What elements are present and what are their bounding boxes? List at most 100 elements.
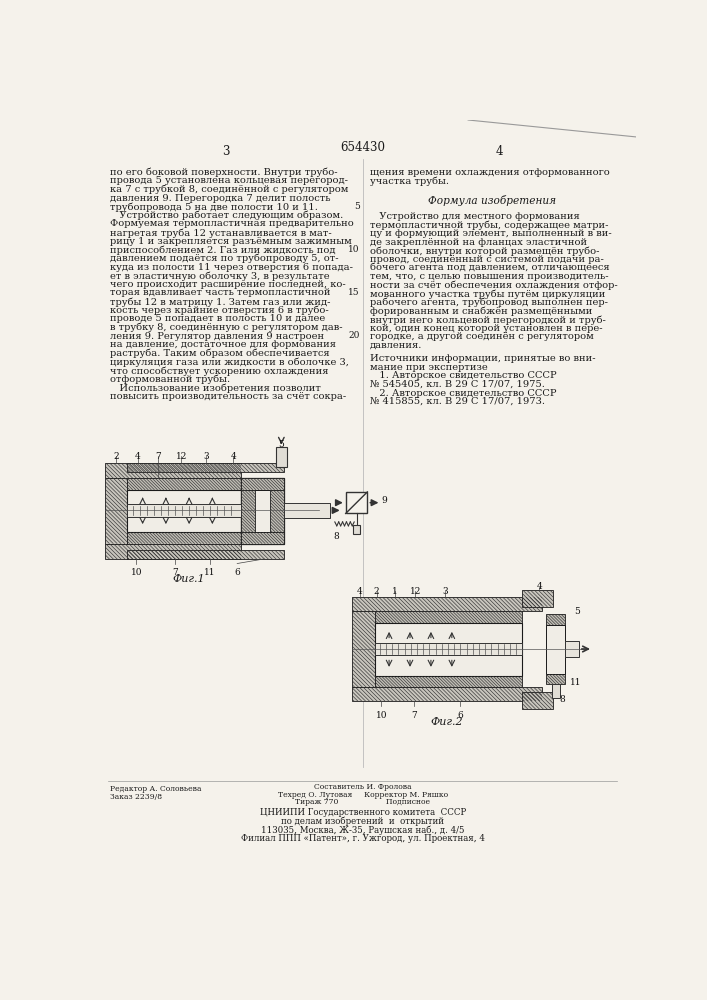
Bar xyxy=(127,550,284,559)
Bar xyxy=(522,692,554,709)
Bar xyxy=(127,478,241,490)
Bar xyxy=(346,492,368,513)
Text: на давление, достаточное для формования: на давление, достаточное для формования xyxy=(110,340,336,349)
Text: 8: 8 xyxy=(559,695,565,704)
Text: 10: 10 xyxy=(375,711,387,720)
Text: 4: 4 xyxy=(357,587,363,596)
Bar xyxy=(127,490,241,532)
Text: 11: 11 xyxy=(570,678,582,687)
Bar xyxy=(552,684,559,698)
Text: 5: 5 xyxy=(354,202,360,211)
Text: 6: 6 xyxy=(234,568,240,577)
Text: торая вдавливает часть термопластичной: торая вдавливает часть термопластичной xyxy=(110,288,331,297)
Text: повысить производительность за счёт сокра-: повысить производительность за счёт сокр… xyxy=(110,392,346,401)
Bar xyxy=(546,674,565,684)
Text: Заказ 2239/8: Заказ 2239/8 xyxy=(110,793,162,801)
Bar xyxy=(276,447,287,466)
Text: провод, соединённый с системой подачи ра-: провод, соединённый с системой подачи ра… xyxy=(370,255,604,264)
Text: мованного участка трубы путём циркуляции: мованного участка трубы путём циркуляции xyxy=(370,289,605,299)
Text: 7: 7 xyxy=(411,711,416,720)
Text: что способствует ускорению охлаждения: что способствует ускорению охлаждения xyxy=(110,366,329,376)
Bar xyxy=(522,590,554,607)
Text: трубы 12 в матрицу 1. Затем газ или жид-: трубы 12 в матрицу 1. Затем газ или жид- xyxy=(110,297,331,307)
Text: бочего агента под давлением, отличающееся: бочего агента под давлением, отличающеес… xyxy=(370,263,609,272)
Bar xyxy=(375,643,522,655)
Text: отформованной трубы.: отформованной трубы. xyxy=(110,375,230,384)
Text: ЦНИИПИ Государственного комитета  СССР: ЦНИИПИ Государственного комитета СССР xyxy=(259,808,466,817)
Bar xyxy=(241,478,284,490)
Text: 2. Авторское свидетельство СССР: 2. Авторское свидетельство СССР xyxy=(370,389,556,398)
Text: Устройство работает следующим образом.: Устройство работает следующим образом. xyxy=(110,211,344,220)
Text: 15: 15 xyxy=(348,288,360,297)
Text: куда из полости 11 через отверстия 6 попада-: куда из полости 11 через отверстия 6 поп… xyxy=(110,263,353,272)
Text: приспособлением 2. Газ или жидкость под: приспособлением 2. Газ или жидкость под xyxy=(110,245,336,255)
Text: № 415855, кл. В 29 С 17/07, 1973.: № 415855, кл. В 29 С 17/07, 1973. xyxy=(370,397,544,406)
Text: 10: 10 xyxy=(131,568,142,577)
Text: городке, а другой соединён с регулятором: городке, а другой соединён с регулятором xyxy=(370,332,593,341)
Text: 12: 12 xyxy=(410,587,421,596)
Text: проводе 5 попадает в полость 10 и далее: проводе 5 попадает в полость 10 и далее xyxy=(110,314,325,323)
Text: 9: 9 xyxy=(382,496,387,505)
Text: по его боковой поверхности. Внутри трубо-: по его боковой поверхности. Внутри трубо… xyxy=(110,168,338,177)
Text: Тираж 770                    Подписное: Тираж 770 Подписное xyxy=(296,798,431,806)
Bar xyxy=(375,611,522,623)
Bar xyxy=(241,490,284,532)
Text: 2: 2 xyxy=(113,452,119,461)
Text: Источники информации, принятые во вни-: Источники информации, принятые во вни- xyxy=(370,354,595,363)
Bar xyxy=(546,614,565,625)
Text: тем, что, с целью повышения производитель-: тем, что, с целью повышения производител… xyxy=(370,272,608,281)
Text: рабочего агента, трубопровод выполнен пер-: рабочего агента, трубопровод выполнен пе… xyxy=(370,298,608,307)
Text: 3: 3 xyxy=(442,587,448,596)
Text: Использование изобретения позволит: Использование изобретения позволит xyxy=(110,383,321,393)
Bar xyxy=(375,676,522,687)
Bar xyxy=(270,490,284,532)
Text: давления.: давления. xyxy=(370,341,422,350)
Text: 5: 5 xyxy=(575,607,580,616)
Text: нагретая труба 12 устанавливается в мат-: нагретая труба 12 устанавливается в мат- xyxy=(110,228,332,238)
Text: давления 9. Перегородка 7 делит полость: давления 9. Перегородка 7 делит полость xyxy=(110,194,331,203)
Text: 4: 4 xyxy=(135,452,141,461)
Bar xyxy=(352,597,542,611)
Text: 11: 11 xyxy=(204,568,216,577)
Text: раструба. Таким образом обеспечивается: раструба. Таким образом обеспечивается xyxy=(110,349,329,358)
Polygon shape xyxy=(468,120,636,137)
Text: Техред О. Лутовая     Корректор М. Ряшко: Техред О. Лутовая Корректор М. Ряшко xyxy=(278,791,448,799)
Bar xyxy=(127,532,241,544)
Bar xyxy=(353,525,361,534)
Bar xyxy=(105,463,241,478)
Text: рицу 1 и закрепляется разъёмным зажимным: рицу 1 и закрепляется разъёмным зажимным xyxy=(110,237,352,246)
Text: Редактор А. Соловьева: Редактор А. Соловьева xyxy=(110,785,201,793)
Text: 4: 4 xyxy=(496,145,503,158)
Bar xyxy=(565,641,579,657)
Text: 1. Авторское свидетельство СССР: 1. Авторское свидетельство СССР xyxy=(370,371,556,380)
Text: ности за счёт обеспечения охлаждения отфор-: ности за счёт обеспечения охлаждения отф… xyxy=(370,281,617,290)
Text: кой, один конец которой установлен в пере-: кой, один конец которой установлен в пер… xyxy=(370,324,602,333)
Text: 20: 20 xyxy=(349,331,360,340)
Text: 3: 3 xyxy=(222,145,229,158)
Bar xyxy=(241,478,284,543)
Text: оболочки, внутри которой размещён трубо-: оболочки, внутри которой размещён трубо- xyxy=(370,246,600,256)
Text: кость через крайние отверстия 6 в трубо-: кость через крайние отверстия 6 в трубо- xyxy=(110,306,329,315)
Text: цу и формующий элемент, выполненный в ви-: цу и формующий элемент, выполненный в ви… xyxy=(370,229,612,238)
Bar xyxy=(105,478,127,543)
Text: щения времени охлаждения отформованного: щения времени охлаждения отформованного xyxy=(370,168,609,177)
Text: форированным и снабжён размещёнными: форированным и снабжён размещёнными xyxy=(370,307,592,316)
Text: 10: 10 xyxy=(348,245,360,254)
Bar xyxy=(127,463,284,472)
Text: ка 7 с трубкой 8, соединённой с регулятором: ка 7 с трубкой 8, соединённой с регулято… xyxy=(110,185,349,194)
Text: 1: 1 xyxy=(392,587,397,596)
Text: Формуемая термопластичная предварительно: Формуемая термопластичная предварительно xyxy=(110,219,354,228)
Text: в трубку 8, соединённую с регулятором дав-: в трубку 8, соединённую с регулятором да… xyxy=(110,323,343,332)
Text: де закреплённой на фланцах эластичной: де закреплённой на фланцах эластичной xyxy=(370,238,587,247)
Text: 4: 4 xyxy=(537,582,542,591)
Text: № 545405, кл. В 29 С 17/07, 1975.: № 545405, кл. В 29 С 17/07, 1975. xyxy=(370,380,544,389)
Text: участка трубы.: участка трубы. xyxy=(370,176,449,186)
Bar xyxy=(241,532,284,544)
Text: 7: 7 xyxy=(173,568,178,577)
Bar xyxy=(241,490,255,532)
Text: давлением подаётся по трубопроводу 5, от-: давлением подаётся по трубопроводу 5, от… xyxy=(110,254,339,263)
Text: 6: 6 xyxy=(457,711,463,720)
Text: 5: 5 xyxy=(279,440,284,449)
Bar xyxy=(105,544,241,559)
Bar xyxy=(127,504,241,517)
